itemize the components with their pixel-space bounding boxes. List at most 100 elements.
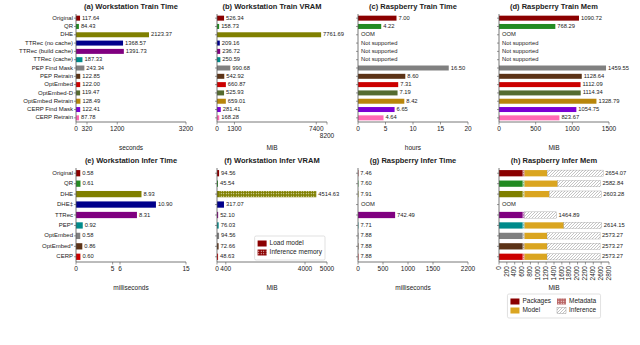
y-tick-label: TTRec (build cache)	[19, 48, 73, 54]
bar	[358, 82, 398, 87]
y-tick	[497, 183, 499, 184]
legend-swatch	[258, 250, 267, 256]
data-label: 7.19	[400, 89, 411, 95]
y-tick-label: CERP	[56, 253, 73, 259]
bar-segment-hatch	[523, 254, 525, 260]
data-label: 660.87	[228, 81, 246, 87]
bar	[217, 99, 226, 104]
x-axis-label: MiB	[266, 284, 277, 291]
figure: (a) Workstation Train Time117.6484.43212…	[0, 0, 640, 345]
total-label: 52.10	[220, 212, 235, 218]
y-tick	[356, 173, 358, 174]
x-tick-label: 2200	[461, 265, 476, 272]
marks	[217, 16, 321, 121]
y-tick-label: DHE	[60, 191, 73, 197]
y-tick	[74, 34, 76, 35]
x-axis-line	[358, 262, 468, 263]
bar-segment	[218, 181, 219, 187]
legend-label: Inference	[569, 306, 596, 313]
legend-label: Inference memory	[270, 248, 323, 256]
x-tick	[593, 262, 594, 265]
bar	[76, 181, 80, 187]
legend-item: Load model	[258, 239, 305, 246]
y-tick	[215, 256, 217, 257]
data-label: 250.59	[222, 56, 240, 62]
x-axis-line	[217, 122, 327, 123]
x-tick-label: 1000	[401, 265, 416, 272]
y-tick	[497, 68, 499, 69]
bar	[76, 254, 80, 260]
data-label: 659.01	[228, 98, 246, 104]
data-label: 1090.72	[581, 15, 602, 21]
x-tick	[538, 262, 539, 265]
x-tick	[601, 262, 602, 265]
bar	[499, 24, 555, 29]
bar	[76, 32, 149, 37]
y-tick	[74, 59, 76, 60]
y-tick	[215, 26, 217, 27]
x-tick-label: 1200	[542, 266, 549, 281]
y-tick	[215, 246, 217, 247]
data-label: 7.46	[360, 170, 371, 176]
data-label: 168.28	[221, 114, 239, 120]
total-label: 2614.15	[604, 222, 625, 228]
data-label: 0.58	[82, 170, 93, 176]
bar-segment	[525, 222, 564, 228]
bar	[358, 115, 384, 120]
panel-title: (h) Raspberry Infer Mem	[511, 156, 598, 165]
legend-label: Metadata	[569, 297, 596, 304]
y-tick	[356, 194, 358, 195]
bar	[76, 201, 156, 207]
x-tick	[514, 262, 515, 265]
bar-segment	[499, 254, 523, 260]
panel: (e) Workstation Infer Time0.580.618.9310…	[42, 156, 190, 291]
legend-item: Packages	[510, 297, 551, 305]
x-tick-label: 3200	[179, 125, 194, 132]
bar	[217, 74, 224, 79]
x-axis-line	[76, 262, 186, 263]
data-label: 526.34	[226, 15, 245, 21]
y-tick	[215, 183, 217, 184]
annotation: Not supported	[502, 56, 538, 62]
x-tick-label: 5	[111, 265, 115, 272]
panel: (f) Workstation Infer VRAM94.5645.544514…	[215, 156, 339, 291]
bar-segment	[558, 181, 601, 187]
y-tick	[356, 117, 358, 118]
x-tick-label: 20	[464, 125, 472, 132]
x-tick	[609, 262, 610, 265]
bar	[358, 66, 449, 71]
legend-swatch-hatch	[557, 299, 566, 305]
data-label: 1391.73	[126, 48, 147, 54]
data-label: 7.31	[400, 81, 411, 87]
x-axis-label: MiB	[266, 144, 277, 151]
x-tick-label: 15	[437, 125, 445, 132]
x-tick-label: 7400	[309, 125, 324, 132]
bar	[358, 212, 395, 218]
y-tick	[497, 246, 499, 247]
data-label: 7.00	[399, 15, 410, 21]
axes: 050010001500	[497, 14, 617, 132]
y-tick	[74, 26, 76, 27]
bar-segment	[523, 243, 525, 249]
bar	[76, 49, 124, 54]
data-label: 1114.34	[583, 89, 604, 95]
panel-title: (g) Raspberry Infer Time	[370, 156, 457, 165]
data-label: 1054.75	[578, 106, 599, 112]
total-label: 2582.84	[602, 180, 624, 186]
bar-segment-hatch	[218, 222, 219, 228]
bar	[76, 82, 80, 87]
bar	[76, 107, 80, 112]
legend-label: Packages	[522, 297, 551, 305]
total-label: 1464.89	[559, 212, 580, 218]
y-tick	[215, 215, 217, 216]
legend-swatch	[557, 308, 566, 314]
marks	[358, 16, 449, 121]
y-tick	[215, 194, 217, 195]
y-tick-label: DHE	[60, 31, 73, 37]
panel: (h) Raspberry Infer Mem2654.072582.84260…	[495, 156, 627, 318]
bar-segment	[523, 233, 525, 239]
total-label: 72.66	[221, 243, 236, 249]
bar	[217, 66, 230, 71]
data-label: 187.33	[84, 56, 102, 62]
x-tick-label: 2600	[597, 266, 604, 281]
